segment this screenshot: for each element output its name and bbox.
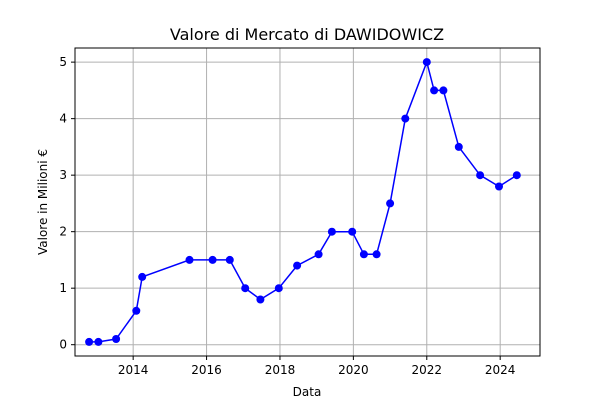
data-point [386, 199, 395, 208]
x-tick-label: 2020 [338, 363, 369, 377]
data-point [293, 261, 302, 270]
data-point [439, 86, 448, 95]
data-point [256, 295, 265, 304]
series-line [89, 59, 518, 343]
data-point [422, 58, 431, 67]
data-point [372, 250, 381, 259]
data-point [185, 255, 194, 264]
data-point [359, 250, 368, 259]
y-tick-label: 5 [59, 55, 67, 69]
y-tick-label: 0 [59, 338, 67, 352]
data-point [274, 284, 283, 293]
data-point [132, 306, 141, 315]
data-point [112, 335, 121, 343]
data-points [85, 58, 521, 346]
y-tick-label: 3 [59, 168, 67, 182]
y-tick-label: 4 [59, 112, 67, 126]
x-tick-label: 2018 [265, 363, 296, 377]
y-tick-label: 1 [59, 281, 67, 295]
data-point [512, 171, 521, 180]
data-point [225, 255, 234, 264]
data-point [85, 337, 94, 346]
x-axis-label: Data [293, 385, 322, 399]
y-tick-label: 2 [59, 225, 67, 239]
data-point [454, 142, 463, 151]
data-point [476, 171, 485, 180]
gridlines [75, 48, 540, 356]
data-point [327, 227, 336, 236]
x-tick-label: 2014 [118, 363, 149, 377]
data-point [495, 182, 503, 191]
data-point [430, 86, 439, 95]
data-point [401, 114, 410, 123]
x-tick-label: 2016 [191, 363, 222, 377]
x-tick-label: 2022 [412, 363, 443, 377]
chart-title: Valore di Mercato di DAWIDOWICZ [170, 25, 444, 44]
y-axis-label: Valore in Milioni € [36, 149, 50, 255]
plot-frame [74, 47, 541, 357]
data-point [138, 272, 147, 281]
data-point [208, 255, 217, 264]
axis-ticks: 2014 2016 2018 2020 2022 2024 0 1 2 3 4 5 [59, 55, 515, 377]
data-point [94, 337, 103, 346]
x-tick-label: 2024 [485, 363, 516, 377]
data-point [348, 227, 357, 236]
data-point [241, 284, 250, 293]
data-point [314, 250, 323, 259]
